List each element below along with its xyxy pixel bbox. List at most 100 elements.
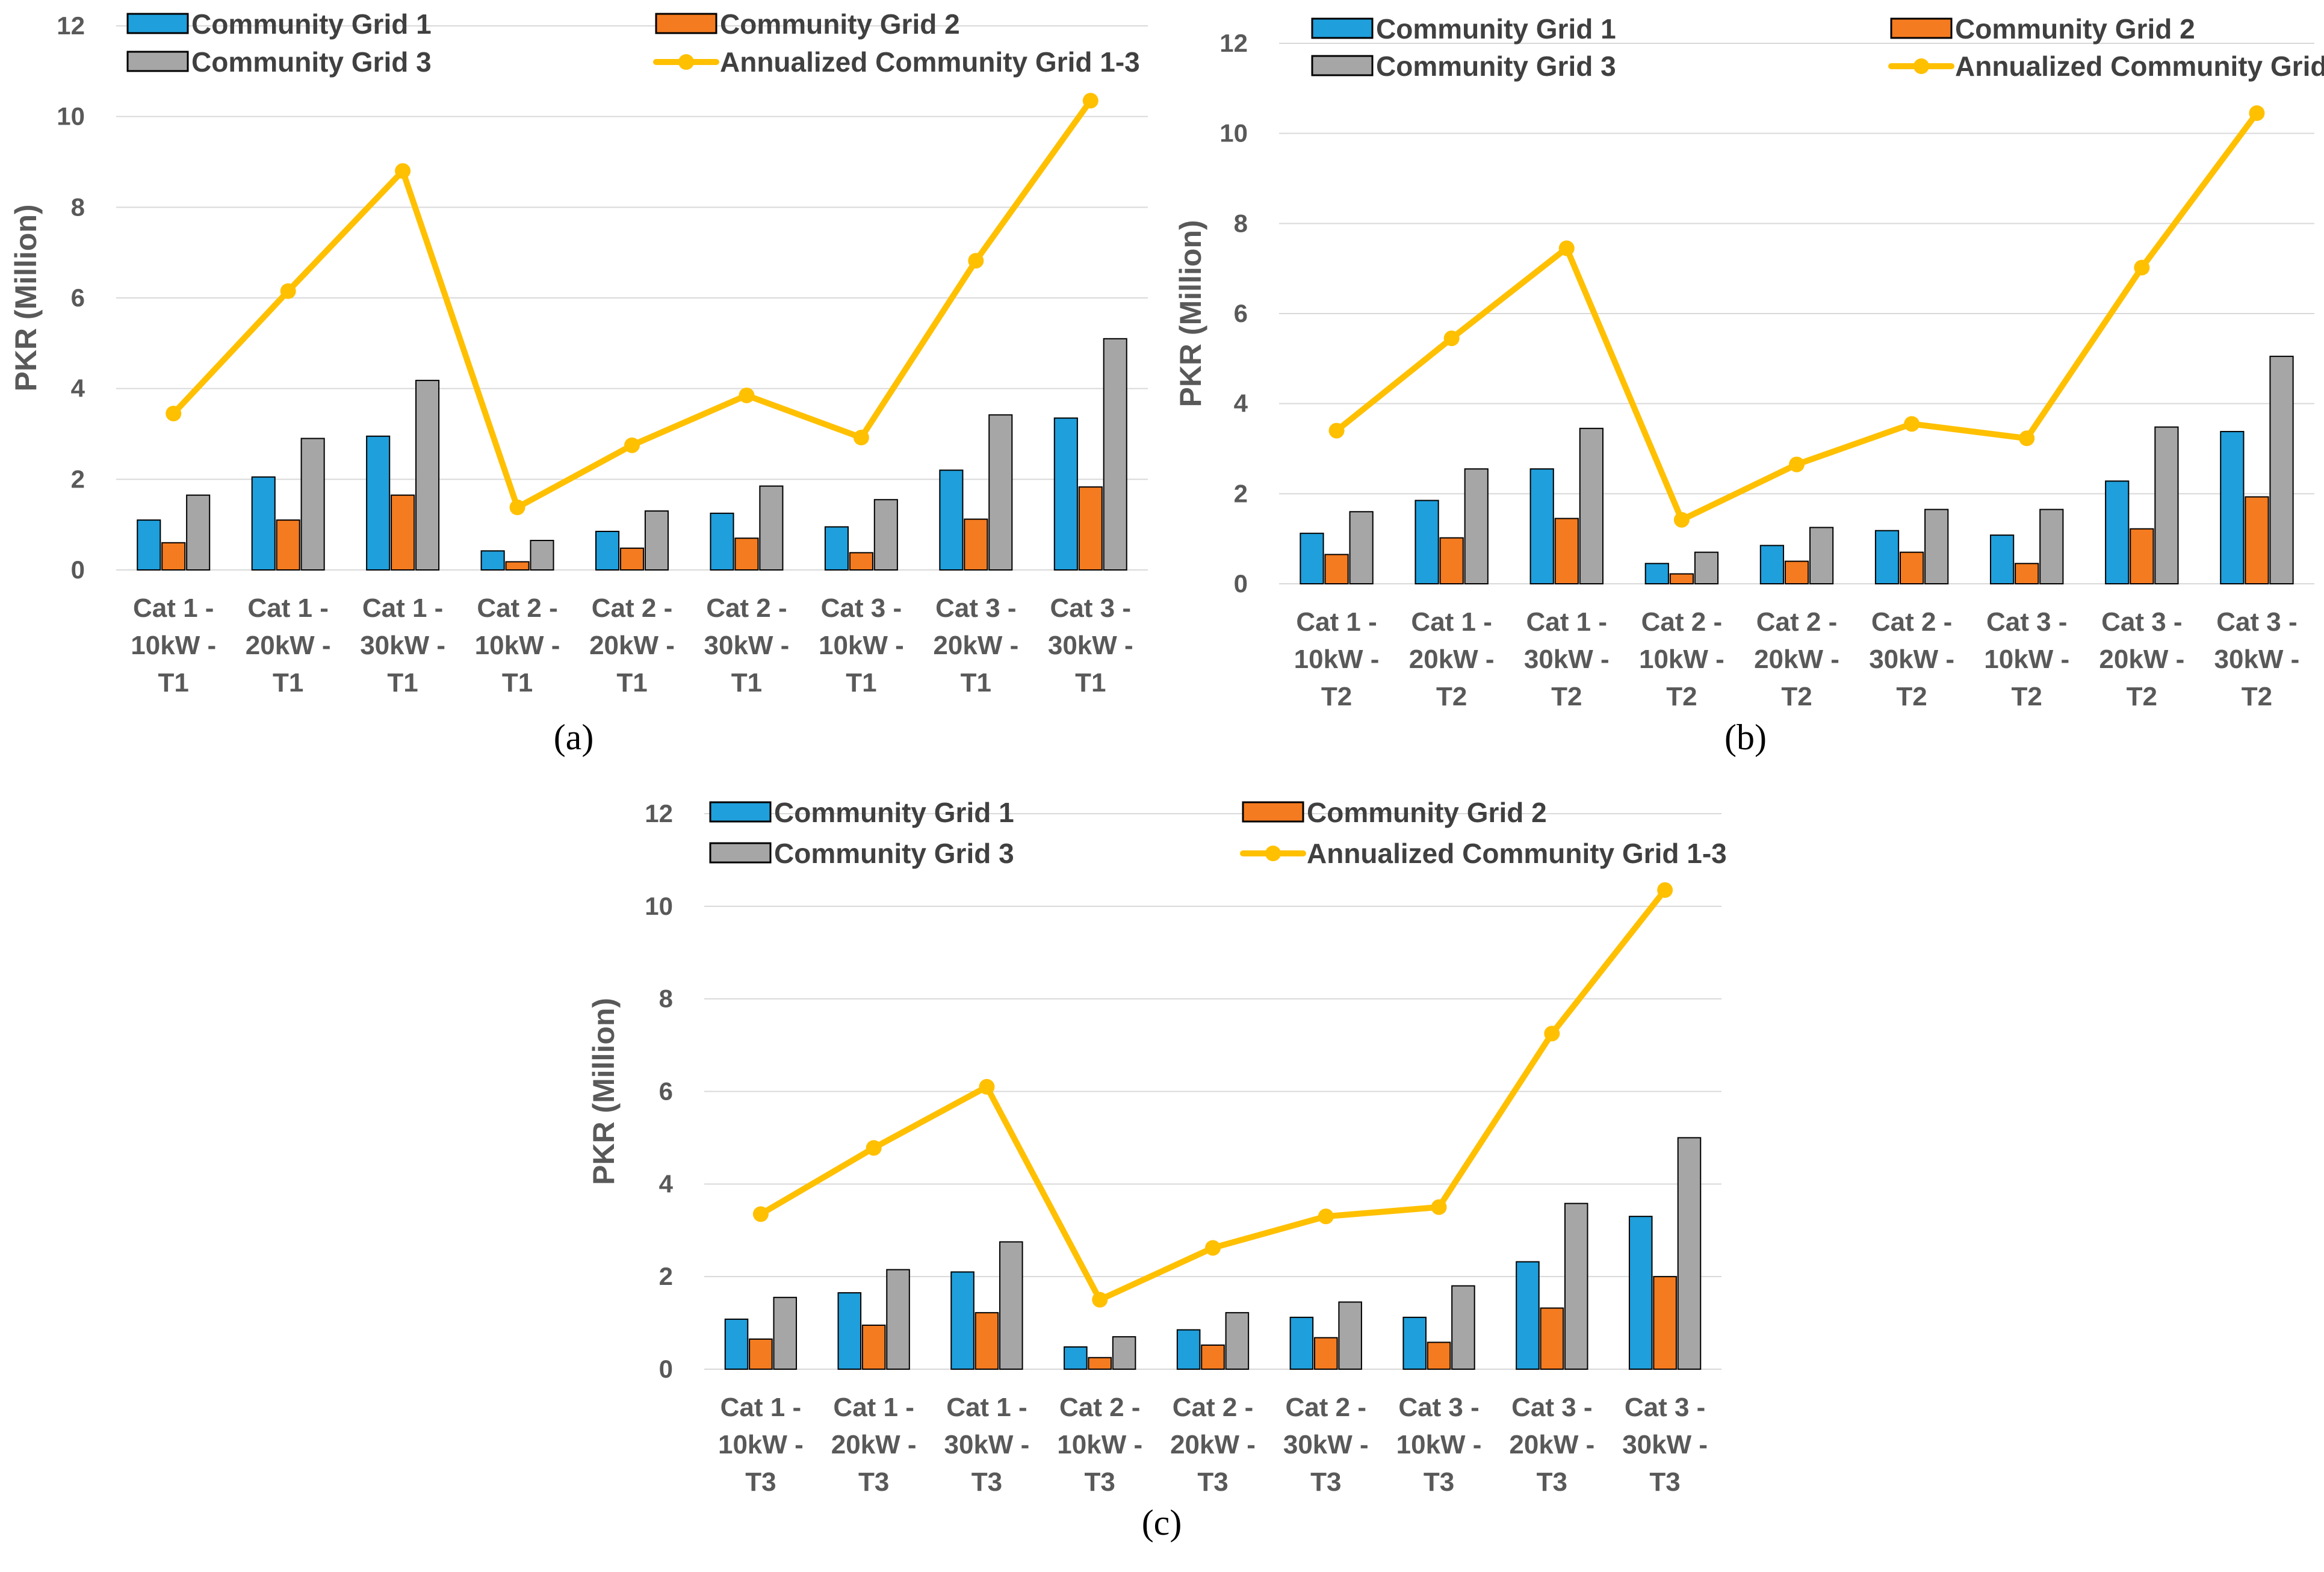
x-tick-label: Cat 3 - 10kW - T1 [819,593,904,698]
x-tick-line: 30kW - [704,631,790,660]
x-tick-line: 20kW - [1754,645,1839,674]
x-tick-line: 30kW - [1622,1430,1708,1459]
panel-label: (b) [1724,717,1767,757]
bar-community-grid-3 [1349,511,1374,584]
x-tick-line: Cat 2 - [1286,1393,1366,1422]
x-tick-line: T1 [731,668,762,698]
bar-community-grid-3 [759,485,784,571]
y-tick-label: 10 [645,892,673,920]
annualized-point [1082,93,1098,109]
x-tick-line: T1 [502,668,533,698]
legend: Community Grid 1 Community Grid 2 Communit… [126,8,1140,78]
x-tick-label: Cat 3 - 30kW - T3 [1622,1393,1708,1497]
y-tick-label: 0 [1234,569,1248,598]
x-tick-line: T2 [1321,682,1352,711]
panel-label: (a) [554,717,594,757]
x-tick-line: Cat 3 - [1398,1393,1479,1422]
annualized-point [1789,456,1805,472]
x-tick-line: T2 [1666,682,1697,711]
bar-community-grid-2 [2245,496,2269,584]
x-tick-line: 10kW - [1057,1430,1142,1459]
bar-community-grid-2 [964,518,988,571]
annualized-point [2134,259,2150,276]
bar-community-grid-3 [1464,468,1489,584]
y-axis-label: PKR (Million) [9,204,43,391]
legend: Community Grid 1 Community Grid 2 Communit… [709,797,1727,869]
x-tick-line: 10kW - [1396,1430,1482,1459]
x-tick-line: Cat 1 - [1296,607,1377,637]
x-tick-line: T3 [971,1467,1002,1497]
x-tick-line: Cat 2 - [592,593,672,623]
x-tick-line: 30kW - [360,631,445,660]
annualized-point [2019,430,2035,447]
x-tick-line: T1 [158,668,189,698]
legend-marker-annualized [1265,846,1281,861]
x-tick-line: T2 [1551,682,1582,711]
y-tick-label: 8 [659,985,673,1013]
bar-community-grid-3 [1809,527,1834,584]
x-tick-line: T1 [961,668,991,698]
x-tick-line: 20kW - [2099,645,2184,674]
bar-community-grid-2 [1324,554,1349,585]
annualized-point [1544,1026,1560,1042]
bar-community-grid-2 [619,547,645,571]
x-tick-label: Cat 2 - 10kW - T1 [475,593,560,698]
x-tick-line: 30kW - [2214,645,2300,674]
bar-community-grid-1 [137,519,161,571]
x-tick-line: T2 [2127,682,2157,711]
bar-community-grid-1 [710,512,734,571]
bar-community-grid-1 [1644,563,1669,585]
x-tick-line: Cat 2 - [706,593,787,623]
y-tick-label: 4 [659,1169,674,1198]
x-tick-line: Cat 3 - [1625,1393,1705,1422]
bar-community-grid-2 [975,1312,999,1370]
y-tick-label: 4 [71,374,85,403]
legend-label-grid3: Community Grid 3 [191,46,432,78]
bar-community-grid-2 [1088,1357,1112,1370]
x-tick-line: Cat 3 - [2101,607,2182,637]
bar-community-grid-1 [724,1318,749,1370]
x-tick-line: T1 [387,668,418,698]
y-tick-label: 0 [71,555,85,584]
x-tick-line: 20kW - [831,1430,917,1459]
annualized-point [1431,1199,1447,1215]
y-tick-label: 10 [1219,119,1248,147]
bar-community-grid-2 [2015,563,2039,585]
y-tick-label: 2 [659,1262,673,1290]
bar-community-grid-2 [734,537,759,571]
x-tick-line: Cat 2 - [477,593,557,623]
bar-community-grid-1 [1516,1261,1540,1370]
bar-community-grid-1 [939,469,964,571]
legend-label-grid1: Community Grid 1 [1376,13,1616,45]
x-tick-line: 10kW - [718,1430,804,1459]
bar-community-grid-1 [950,1271,975,1370]
x-tick-line: T2 [1896,682,1927,711]
x-tick-label: Cat 2 - 10kW - T2 [1639,607,1724,711]
annualized-point [2249,105,2265,121]
bar-community-grid-3 [2039,509,2064,585]
x-tick-line: T2 [2012,682,2042,711]
x-tick-line: Cat 3 - [1050,593,1131,623]
x-tick-line: 20kW - [1170,1430,1256,1459]
bar-community-grid-1 [1402,1316,1427,1370]
bar-community-grid-3 [300,438,325,571]
legend-label-grid1: Community Grid 1 [774,797,1014,828]
legend-swatch-grid3 [126,51,189,72]
bar-community-grid-3 [644,510,669,571]
bar-community-grid-1 [2105,480,2130,584]
x-tick-line: Cat 2 - [1756,607,1837,637]
legend-swatch-grid2 [1890,17,1953,39]
bar-community-grid-2 [1078,486,1103,571]
y-tick-label: 12 [1219,29,1248,57]
x-tick-label: Cat 3 - 10kW - T3 [1396,1393,1482,1497]
x-tick-line: T3 [1537,1467,1567,1497]
bar-community-grid-2 [1201,1345,1225,1370]
legend-label-grid3: Community Grid 3 [1376,51,1616,82]
x-tick-label: Cat 3 - 30kW - T1 [1048,593,1133,698]
y-tick-label: 12 [57,11,85,40]
annualized-point [166,406,182,422]
y-tick-label: 0 [659,1355,673,1383]
bar-community-grid-1 [1990,534,2015,584]
x-tick-line: Cat 1 - [362,593,443,623]
x-tick-line: T3 [1310,1467,1341,1497]
